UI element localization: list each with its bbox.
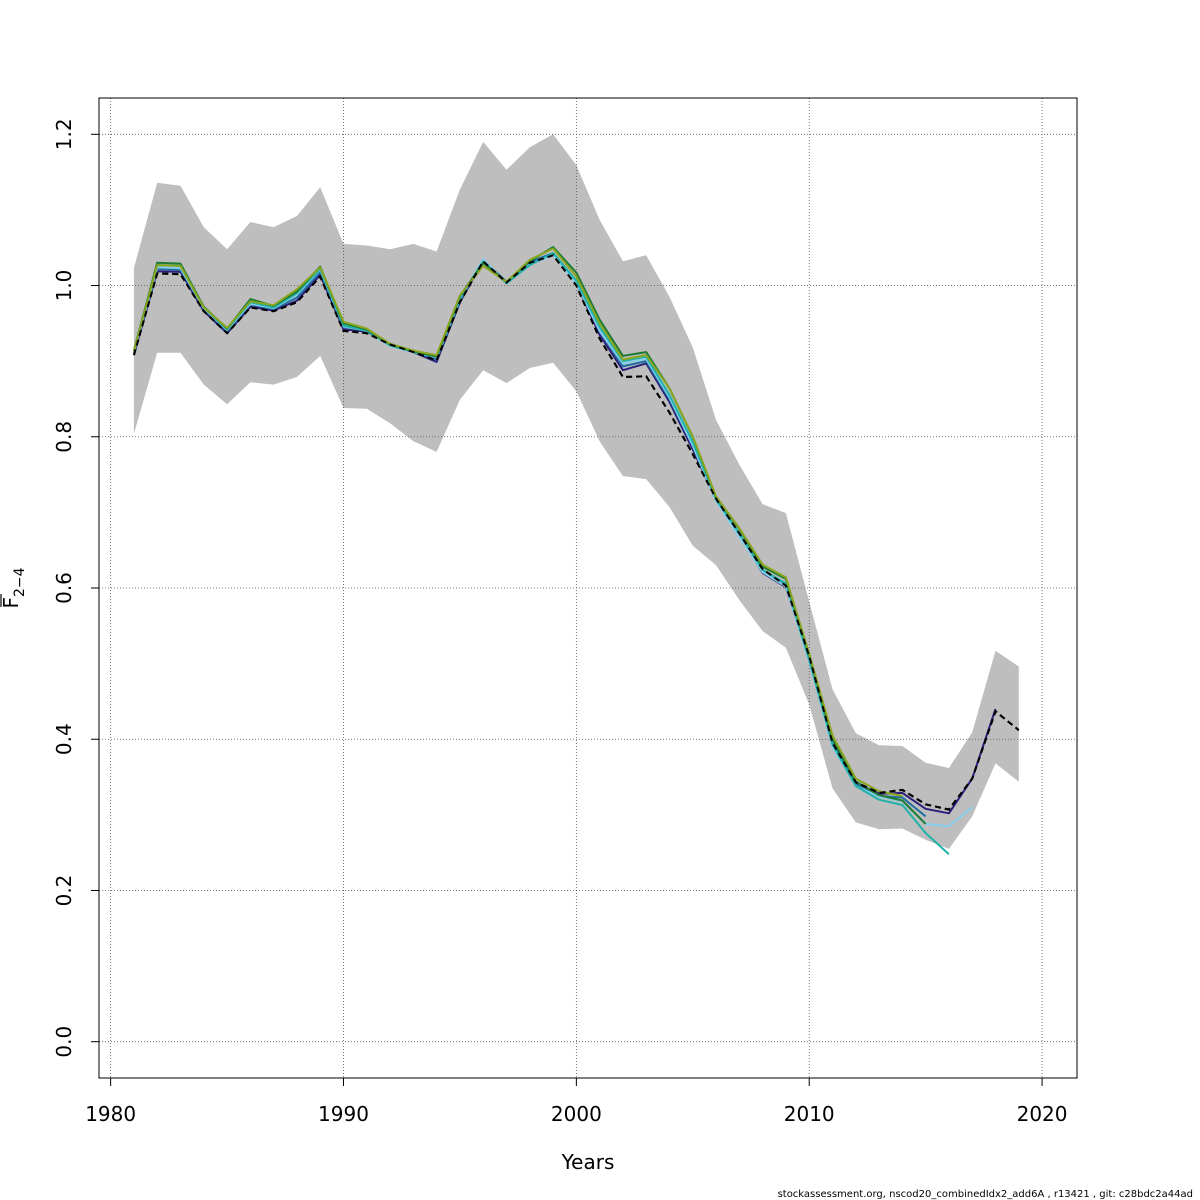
y-tick-label: 0.4 [52, 723, 76, 755]
y-tick-label: 1.0 [52, 270, 76, 302]
y-axis: 0.0 0.2 0.4 0.6 0.8 1.0 1.2 [52, 118, 100, 1058]
x-tick-label: 2020 [1017, 1102, 1068, 1126]
confidence-band-layer [133, 134, 1019, 849]
x-tick-label: 1980 [85, 1102, 136, 1126]
grid-layer [99, 98, 1077, 1078]
y-tick-label: 0.6 [52, 572, 76, 604]
y-axis-label-main: F [0, 597, 23, 609]
series-line-reference-overlay [132, 254, 1020, 811]
svg-text:F2−4: F2−4 [0, 567, 28, 608]
x-tick-label: 1990 [318, 1102, 369, 1126]
y-tick-label: 0.2 [52, 875, 76, 907]
x-tick-label: 2000 [551, 1102, 602, 1126]
series-layer [132, 246, 1020, 855]
y-tick-label: 0.8 [52, 421, 76, 453]
series-line-6 [132, 247, 903, 797]
footer-caption: stockassessment.org, nscod20_combinedIdx… [778, 1189, 1193, 1200]
x-tick-label: 2010 [784, 1102, 835, 1126]
y-tick-label: 0.0 [52, 1026, 76, 1058]
x-axis-label: Years [561, 1150, 615, 1174]
y-tick-label: 1.2 [52, 118, 76, 150]
y-axis-label-subscript: 2−4 [12, 567, 28, 597]
x-axis: 1980 1990 2000 2010 2020 [85, 1077, 1068, 1126]
y-axis-label: F2−4 [0, 567, 28, 608]
confidence-band [133, 134, 1019, 849]
